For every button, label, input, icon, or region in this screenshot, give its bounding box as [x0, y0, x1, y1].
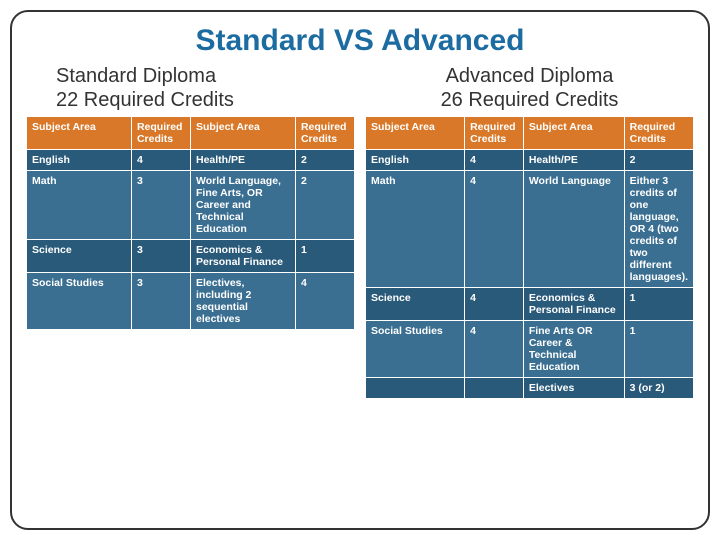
th-credits2: Required Credits [624, 117, 693, 150]
th-credits1: Required Credits [131, 117, 190, 150]
cell: English [366, 150, 465, 171]
cell: Health/PE [190, 150, 295, 171]
advanced-column: Advanced Diploma 26 Required Credits Sub… [365, 64, 694, 399]
cell: 3 (or 2) [624, 378, 693, 399]
advanced-heading: Advanced Diploma 26 Required Credits [365, 64, 694, 112]
standard-heading: Standard Diploma 22 Required Credits [26, 64, 355, 112]
cell: Social Studies [366, 321, 465, 378]
cell: 3 [131, 273, 190, 330]
cell: 3 [131, 171, 190, 240]
standard-column: Standard Diploma 22 Required Credits Sub… [26, 64, 355, 399]
th-credits2: Required Credits [295, 117, 354, 150]
th-subject2: Subject Area [190, 117, 295, 150]
th-subject2: Subject Area [523, 117, 624, 150]
cell: Electives [523, 378, 624, 399]
cell: 4 [465, 150, 524, 171]
cell [366, 378, 465, 399]
table-row: English 4 Health/PE 2 [366, 150, 694, 171]
cell: 4 [131, 150, 190, 171]
table-row: Science 3 Economics & Personal Finance 1 [27, 240, 355, 273]
cell: 2 [295, 171, 354, 240]
table-row: Social Studies 4 Fine Arts OR Career & T… [366, 321, 694, 378]
th-subject1: Subject Area [27, 117, 132, 150]
cell: World Language [523, 171, 624, 288]
cell: Economics & Personal Finance [190, 240, 295, 273]
table-row: Math 4 World Language Either 3 credits o… [366, 171, 694, 288]
cell: Health/PE [523, 150, 624, 171]
advanced-table: Subject Area Required Credits Subject Ar… [365, 116, 694, 399]
cell: 3 [131, 240, 190, 273]
table-row: Science 4 Economics & Personal Finance 1 [366, 288, 694, 321]
cell: Electives, including 2 sequential electi… [190, 273, 295, 330]
cell: Economics & Personal Finance [523, 288, 624, 321]
cell: 1 [295, 240, 354, 273]
cell: Math [27, 171, 132, 240]
th-subject1: Subject Area [366, 117, 465, 150]
standard-table: Subject Area Required Credits Subject Ar… [26, 116, 355, 330]
cell: Science [366, 288, 465, 321]
cell: Fine Arts OR Career & Technical Educatio… [523, 321, 624, 378]
cell: Either 3 credits of one language, OR 4 (… [624, 171, 693, 288]
cell: 4 [465, 288, 524, 321]
content-area: Standard Diploma 22 Required Credits Sub… [26, 64, 694, 399]
cell: 4 [465, 171, 524, 288]
cell: 4 [465, 321, 524, 378]
cell [465, 378, 524, 399]
cell: World Language, Fine Arts, OR Career and… [190, 171, 295, 240]
table-row: Math 3 World Language, Fine Arts, OR Car… [27, 171, 355, 240]
cell: 1 [624, 321, 693, 378]
cell: Social Studies [27, 273, 132, 330]
cell: Science [27, 240, 132, 273]
table-row: English 4 Health/PE 2 [27, 150, 355, 171]
table-row: Social Studies 3 Electives, including 2 … [27, 273, 355, 330]
page-title: Standard VS Advanced [26, 24, 694, 58]
cell: 2 [624, 150, 693, 171]
th-credits1: Required Credits [465, 117, 524, 150]
cell: Math [366, 171, 465, 288]
table-row: Electives 3 (or 2) [366, 378, 694, 399]
cell: English [27, 150, 132, 171]
cell: 2 [295, 150, 354, 171]
cell: 1 [624, 288, 693, 321]
cell: 4 [295, 273, 354, 330]
